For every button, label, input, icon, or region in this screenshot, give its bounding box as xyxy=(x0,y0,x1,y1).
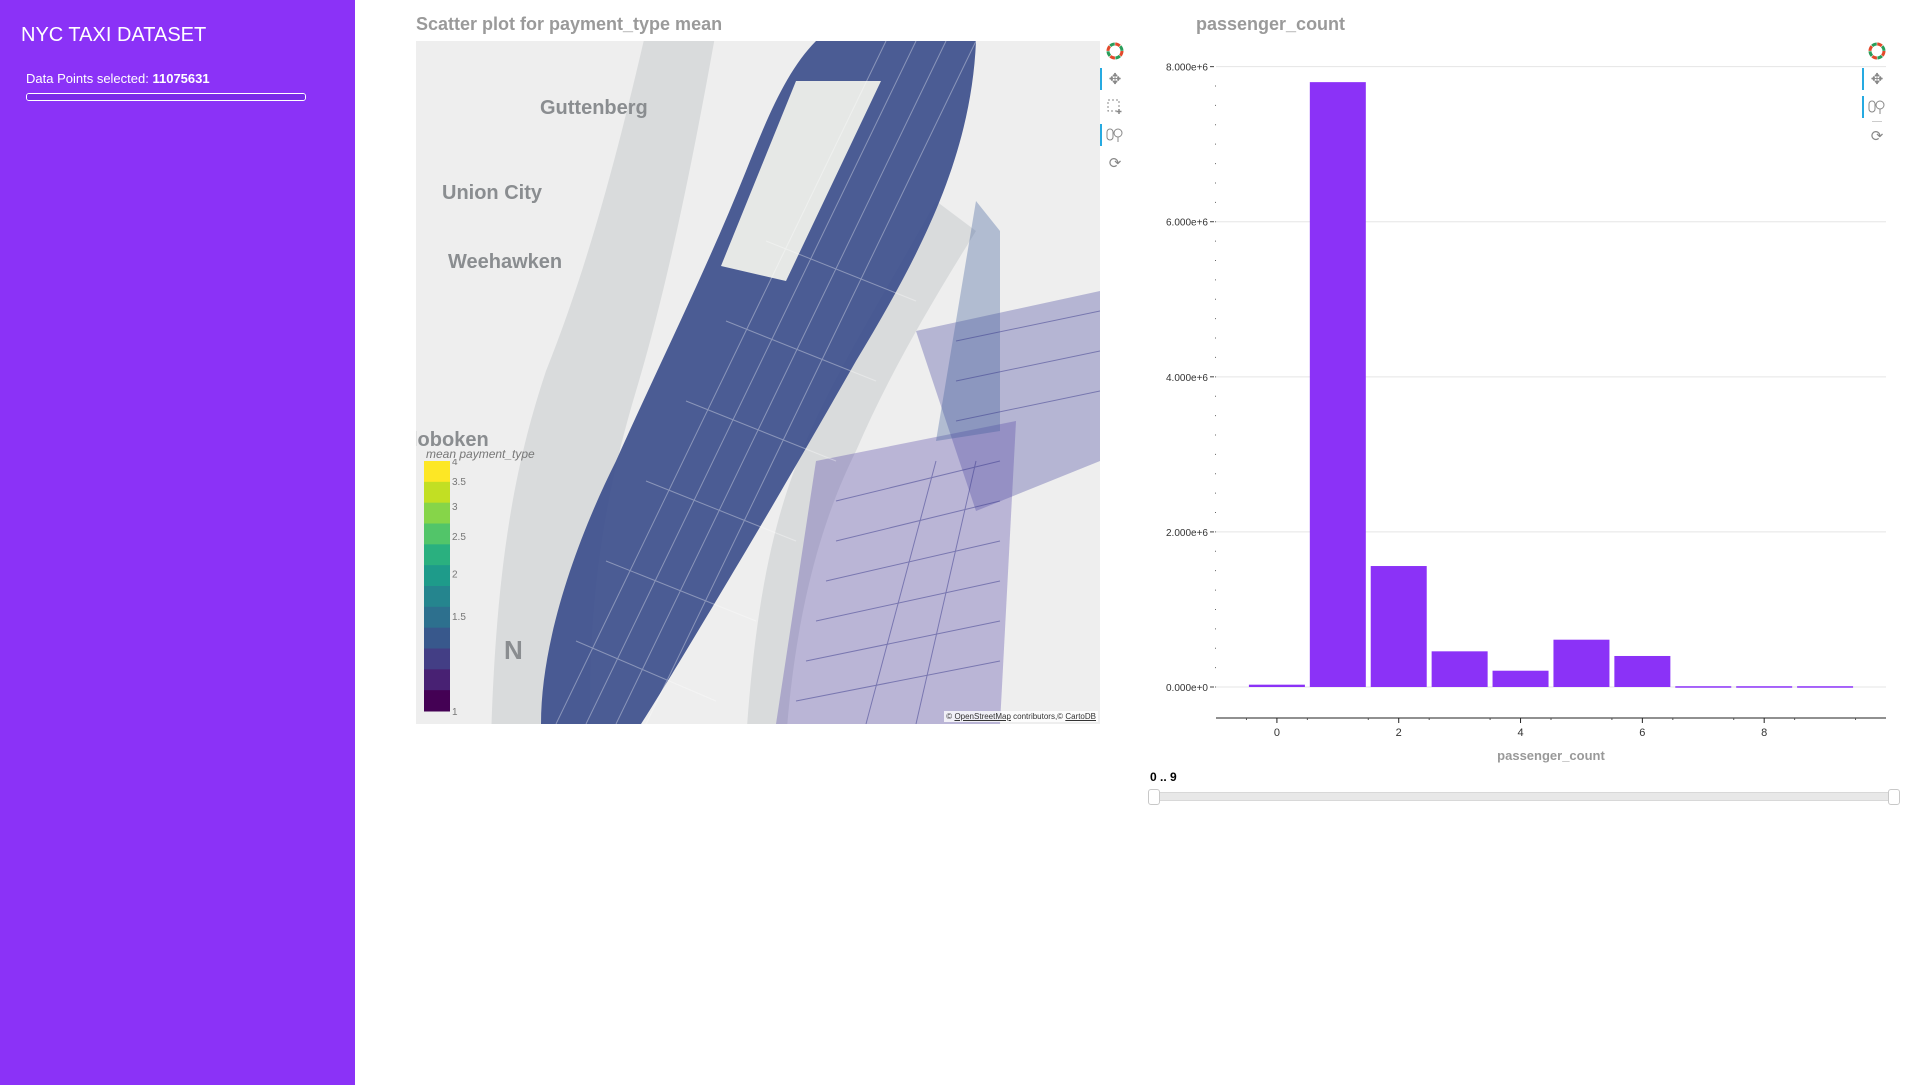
x-tick-label: 4 xyxy=(1517,727,1523,739)
reset-icon[interactable]: ⟳ xyxy=(1870,128,1884,145)
colorbar-swatch xyxy=(424,669,450,691)
histogram-bar[interactable] xyxy=(1797,686,1854,688)
x-axis-label: passenger_count xyxy=(1497,748,1605,763)
data-points-selected: Data Points selected: 11075631 xyxy=(26,71,210,86)
colorbar-tick-label: 3.5 xyxy=(452,477,466,488)
histogram-bar[interactable] xyxy=(1675,686,1732,688)
colorbar-swatch xyxy=(424,606,450,629)
bokeh-logo-icon[interactable] xyxy=(1864,37,1890,65)
y-tick-label: 8.000e+6 xyxy=(1166,63,1208,74)
colorbar-title: mean payment_type xyxy=(426,447,535,461)
selection-progress-bar xyxy=(26,93,306,101)
box-zoom-icon[interactable] xyxy=(1102,93,1128,121)
sidebar: NYC TAXI DATASET Data Points selected: 1… xyxy=(0,0,355,1085)
histogram-bar[interactable] xyxy=(1736,686,1793,688)
colorbar-swatch xyxy=(424,544,450,566)
reset-icon[interactable]: ⟳ xyxy=(1108,155,1122,172)
x-tick-label: 2 xyxy=(1396,727,1402,739)
pan-icon[interactable]: ✥ xyxy=(1100,65,1128,93)
y-tick-label: 2.000e+6 xyxy=(1166,528,1208,539)
histogram-bar[interactable] xyxy=(1492,670,1549,687)
y-tick-label: 0.000e+0 xyxy=(1166,683,1208,694)
histogram-bar[interactable] xyxy=(1614,655,1671,687)
place-label-weehawken: Weehawken xyxy=(448,251,563,273)
colorbar-swatch xyxy=(424,648,450,670)
x-tick-label: 6 xyxy=(1639,727,1645,739)
map-canvas[interactable] xyxy=(416,41,1100,724)
bokeh-logo-icon[interactable] xyxy=(1102,37,1128,65)
range-slider-track[interactable] xyxy=(1148,792,1900,801)
colorbar-tick-label: 2.5 xyxy=(452,532,466,543)
colorbar-swatch xyxy=(424,690,450,712)
wheel-zoom-icon[interactable] xyxy=(1100,121,1128,149)
histogram-bar[interactable] xyxy=(1431,651,1488,687)
openstreetmap-link[interactable]: OpenStreetMap xyxy=(954,712,1011,721)
y-tick-label: 6.000e+6 xyxy=(1166,218,1208,229)
colorbar: 4 3.5 3 2.5 2 1.5 1 xyxy=(424,459,466,718)
colorbar-swatch xyxy=(424,461,450,483)
data-points-value: 11075631 xyxy=(152,71,210,86)
range-slider-end-handle[interactable] xyxy=(1888,789,1900,805)
colorbar-swatch xyxy=(424,586,450,608)
histogram-bar[interactable] xyxy=(1309,82,1366,687)
range-slider-label: 0 .. 9 xyxy=(1150,770,1177,784)
x-tick-label: 0 xyxy=(1274,727,1280,739)
map-plot[interactable]: Guttenberg Union City Weehawken loboken … xyxy=(416,41,1100,724)
histogram-bar[interactable] xyxy=(1370,566,1427,687)
range-slider-start-handle[interactable] xyxy=(1148,789,1160,805)
histogram-plot[interactable]: 0.000e+0 2.000e+6 4.000e+6 6.000e+6 8.000e+6… xyxy=(1130,40,1890,770)
place-label-union-city: Union City xyxy=(442,182,542,204)
place-label-hoboken: loboken xyxy=(416,429,489,451)
histogram-bar[interactable] xyxy=(1248,684,1305,687)
app-title: NYC TAXI DATASET xyxy=(21,24,207,46)
map-toolbar: ✥ ⟳ xyxy=(1100,37,1128,177)
cartodb-link[interactable]: CartoDB xyxy=(1065,712,1096,721)
place-label-new-york: N xyxy=(504,635,523,665)
colorbar-swatch xyxy=(424,565,450,587)
colorbar-swatch xyxy=(424,523,450,545)
x-tick-label: 8 xyxy=(1761,727,1767,739)
colorbar-tick-label: 2 xyxy=(452,570,458,581)
data-points-label: Data Points selected: xyxy=(26,71,149,86)
colorbar-tick-label: 1 xyxy=(452,707,458,718)
hist-toolbar: ✥ ⟳ xyxy=(1862,37,1890,150)
pan-icon[interactable]: ✥ xyxy=(1862,65,1890,93)
map-plot-title: Scatter plot for payment_type mean xyxy=(416,14,723,34)
histogram-bar[interactable] xyxy=(1553,639,1610,687)
y-tick-label: 4.000e+6 xyxy=(1166,373,1208,384)
colorbar-swatch xyxy=(424,627,450,649)
colorbar-tick-label: 3 xyxy=(452,502,458,513)
colorbar-swatch xyxy=(424,502,450,524)
colorbar-tick-label: 4 xyxy=(452,459,458,468)
colorbar-tick-label: 1.5 xyxy=(452,612,466,623)
hist-plot-title: passenger_count xyxy=(1196,14,1346,34)
colorbar-swatch xyxy=(424,481,450,504)
wheel-zoom-icon[interactable] xyxy=(1862,93,1890,121)
selection-progress-fill xyxy=(27,94,305,100)
place-label-guttenberg: Guttenberg xyxy=(540,97,648,119)
map-attribution: © OpenStreetMap contributors,© CartoDB xyxy=(944,711,1098,722)
